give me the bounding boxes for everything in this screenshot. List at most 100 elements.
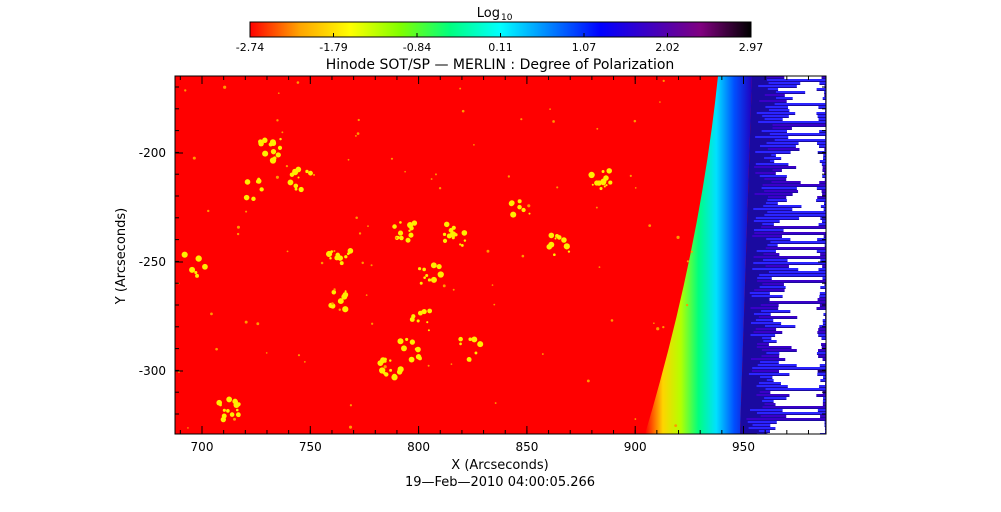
polarization-patch [563, 243, 570, 250]
timestamp: 19—Feb—2010 04:00:05.266 [405, 475, 595, 490]
polarization-patch [226, 396, 233, 403]
polarization-patch [594, 180, 600, 186]
polarization-speck [520, 118, 523, 121]
polarization-speck [459, 87, 462, 90]
colorbar-tick-label: 2.02 [655, 41, 680, 54]
polarization-patch [235, 412, 241, 418]
plot-frame [174, 75, 827, 435]
off-limb-blank [792, 97, 823, 100]
colorbar-tick-label: 2.97 [739, 41, 764, 54]
polarization-patch [392, 224, 397, 229]
off-limb-blank [801, 205, 821, 208]
polarization-patch [344, 290, 347, 293]
off-limb-blank [788, 265, 823, 268]
polarization-patch [399, 235, 404, 241]
polarization-patch [554, 237, 557, 240]
polarization-speck [355, 216, 358, 219]
off-limb-streak [767, 79, 826, 81]
polarization-image [175, 76, 826, 434]
polarization-patch [244, 179, 251, 185]
polarization-patch [401, 345, 407, 352]
polarization-speck [303, 360, 306, 363]
colorbar-tick-label: -0.84 [403, 41, 431, 54]
polarization-patch [329, 256, 332, 260]
polarization-patch [298, 186, 304, 193]
polarization-speck [521, 254, 525, 258]
polarization-speck [404, 170, 406, 173]
off-limb-streak [758, 121, 826, 123]
polarization-patch [466, 356, 472, 362]
polarization-speck [491, 284, 494, 286]
off-limb-blank [779, 370, 818, 373]
off-limb-blank [779, 352, 817, 355]
polarization-patch [195, 273, 199, 278]
off-limb-streak [766, 142, 826, 144]
polarization-speck [356, 132, 360, 135]
polarization-speck [210, 312, 213, 316]
off-limb-streak [771, 181, 826, 183]
polarization-speck [187, 427, 189, 429]
polarization-speck [390, 157, 394, 160]
off-limb-blank [791, 127, 826, 130]
polarization-speck [281, 131, 284, 134]
off-limb-blank [799, 217, 821, 220]
polarization-speck [648, 224, 652, 227]
polarization-speck [215, 347, 218, 351]
off-limb-streak [774, 139, 826, 141]
polarization-patch [443, 221, 450, 228]
polarization-patch [405, 337, 409, 341]
off-limb-blank [796, 349, 819, 352]
off-limb-streak [764, 190, 826, 192]
off-limb-blank [787, 385, 820, 388]
y-tick-label: -250 [139, 255, 166, 269]
off-limb-streak [769, 301, 826, 303]
off-limb-streak [758, 316, 826, 318]
polarization-speck [256, 322, 260, 326]
off-limb-streak [768, 82, 826, 84]
polarization-patch [262, 150, 269, 157]
polarization-patch [258, 140, 264, 147]
plot-title: Hinode SOT/SP — MERLIN : Degree of Polar… [326, 57, 675, 73]
polarization-patch [222, 408, 226, 412]
off-limb-streak [748, 373, 826, 375]
off-limb-blank [796, 364, 820, 367]
polarization-speck [656, 327, 660, 331]
polarization-patch [442, 232, 447, 236]
polarization-patch [415, 346, 421, 353]
off-limb-blank [775, 154, 824, 157]
polarization-speck [371, 322, 374, 325]
polarization-patch [556, 235, 562, 240]
polarization-patch [397, 366, 404, 373]
polarization-speck [223, 85, 227, 89]
polarization-speck [349, 404, 353, 407]
x-tick-label: 700 [191, 440, 214, 454]
polarization-patch [347, 251, 351, 255]
polarization-speck [276, 119, 279, 122]
off-limb-streak [759, 274, 826, 276]
polarization-speck [383, 365, 387, 369]
off-limb-blank [773, 223, 819, 226]
off-limb-streak [761, 187, 826, 189]
polarization-speck [596, 127, 599, 130]
colorbar-tick-label: -1.79 [319, 41, 347, 54]
off-limb-blank [789, 109, 826, 112]
x-tick-label: 800 [407, 440, 430, 454]
polarization-speck [357, 118, 360, 122]
off-limb-blank [783, 283, 825, 286]
polarization-patch [446, 233, 452, 239]
off-limb-blank [786, 199, 817, 202]
polarization-speck [427, 364, 430, 367]
polarization-speck [674, 424, 678, 428]
off-limb-blank [795, 112, 817, 115]
polarization-patch [337, 298, 344, 305]
polarization-speck [435, 173, 437, 176]
off-limb-streak [756, 346, 826, 348]
polarization-patch [427, 278, 432, 282]
off-limb-blank [796, 187, 817, 190]
polarization-speck [556, 186, 559, 189]
polarization-patch [297, 176, 300, 179]
polarization-patch [405, 237, 411, 243]
polarization-speck [236, 225, 240, 229]
polarization-patch [399, 221, 402, 224]
polarization-patch [229, 412, 235, 417]
